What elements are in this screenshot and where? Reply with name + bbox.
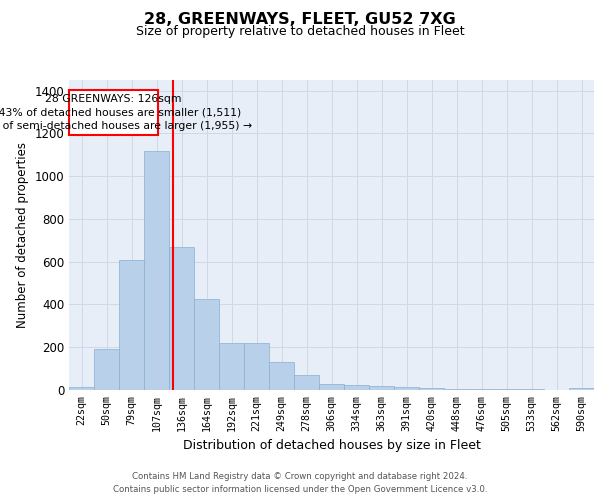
Bar (69, 387, 94, 390)
Bar (319, 384, 344, 390)
FancyBboxPatch shape (69, 90, 158, 134)
Text: Contains public sector information licensed under the Open Government Licence v3: Contains public sector information licen… (113, 485, 487, 494)
Bar (119, 260, 144, 390)
Bar (569, 388, 594, 390)
Bar (169, 247, 194, 390)
Text: Size of property relative to detached houses in Fleet: Size of property relative to detached ho… (136, 25, 464, 38)
Text: 28, GREENWAYS, FLEET, GU52 7XG: 28, GREENWAYS, FLEET, GU52 7XG (144, 12, 456, 28)
Text: 28 GREENWAYS: 126sqm: 28 GREENWAYS: 126sqm (45, 94, 182, 104)
Bar (419, 388, 444, 390)
Bar (94, 350, 119, 390)
Bar (144, 150, 169, 390)
Bar (394, 387, 419, 390)
Bar (344, 384, 369, 390)
Bar (294, 375, 319, 390)
Text: ← 43% of detached houses are smaller (1,511): ← 43% of detached houses are smaller (1,… (0, 108, 241, 118)
Bar (194, 299, 219, 390)
Text: 56% of semi-detached houses are larger (1,955) →: 56% of semi-detached houses are larger (… (0, 122, 252, 132)
X-axis label: Distribution of detached houses by size in Fleet: Distribution of detached houses by size … (182, 439, 481, 452)
Bar (219, 343, 244, 390)
Bar (369, 386, 394, 390)
Bar (469, 389, 494, 390)
Text: Contains HM Land Registry data © Crown copyright and database right 2024.: Contains HM Land Registry data © Crown c… (132, 472, 468, 481)
Bar (244, 343, 269, 390)
Y-axis label: Number of detached properties: Number of detached properties (16, 142, 29, 328)
Bar (269, 362, 294, 390)
Bar (444, 389, 469, 390)
